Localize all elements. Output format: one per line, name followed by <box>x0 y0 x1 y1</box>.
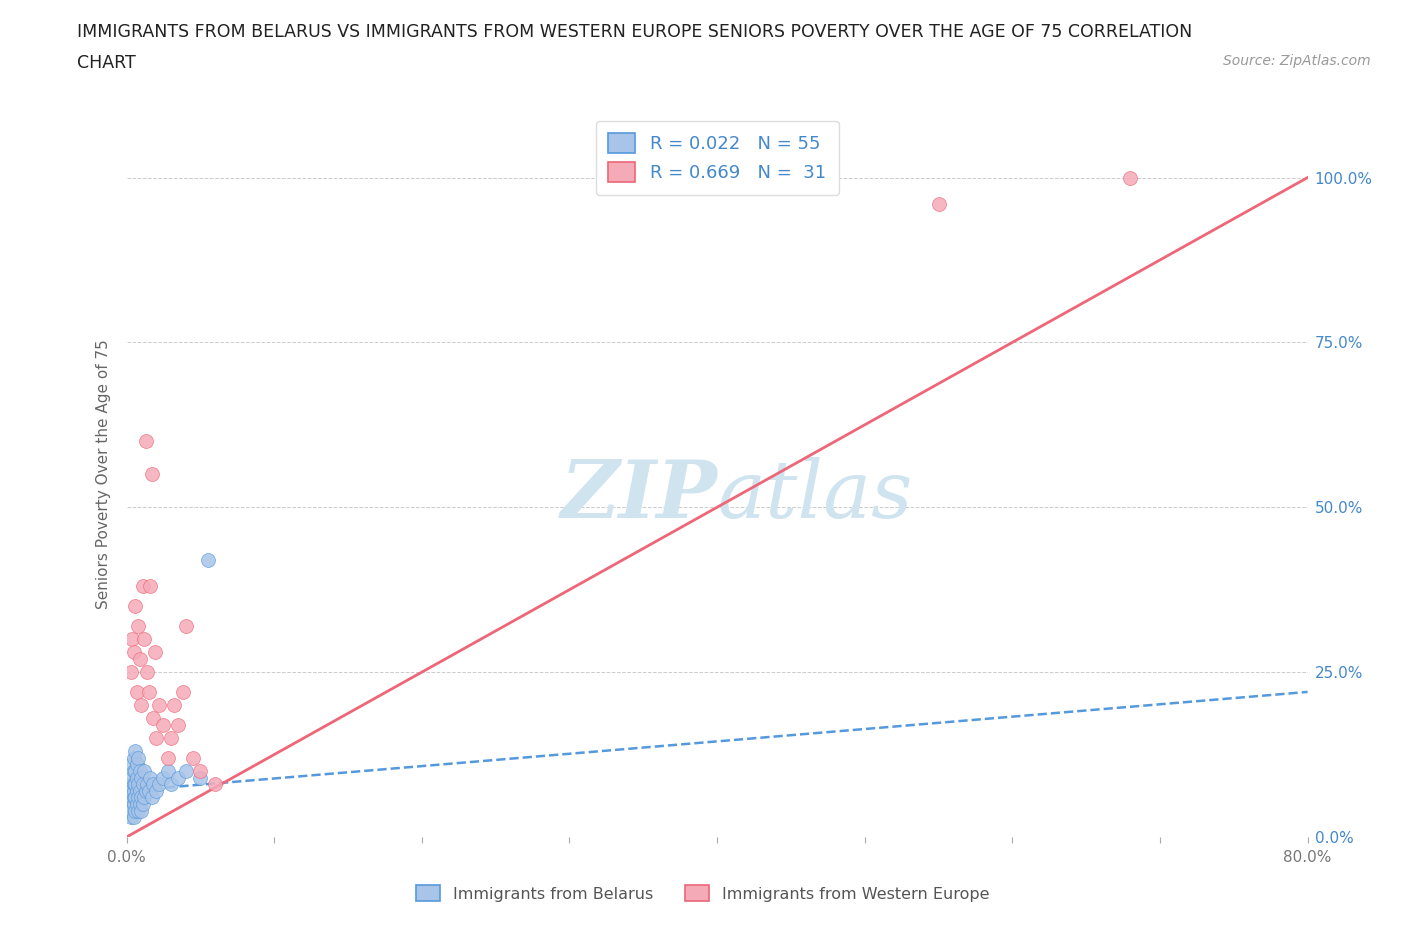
Point <box>141 790 163 804</box>
Point <box>135 434 157 449</box>
Point <box>156 764 179 778</box>
Point <box>124 790 146 804</box>
Point <box>172 684 194 699</box>
Point <box>167 717 190 732</box>
Point <box>143 644 166 659</box>
Point <box>121 631 143 646</box>
Point <box>167 770 190 785</box>
Point <box>142 711 165 725</box>
Point <box>135 783 157 798</box>
Point <box>118 804 141 818</box>
Point <box>124 804 146 818</box>
Point <box>138 783 160 798</box>
Point <box>138 684 160 699</box>
Point <box>160 731 183 746</box>
Point <box>118 790 141 804</box>
Point <box>127 751 149 765</box>
Point <box>139 579 162 594</box>
Point <box>136 777 159 791</box>
Point <box>145 731 167 746</box>
Point <box>125 757 148 772</box>
Point <box>127 804 149 818</box>
Point <box>128 652 150 667</box>
Point <box>120 777 142 791</box>
Point <box>127 618 149 633</box>
Point <box>122 790 145 804</box>
Point <box>124 744 146 759</box>
Point <box>122 764 145 778</box>
Y-axis label: Seniors Poverty Over the Age of 75: Seniors Poverty Over the Age of 75 <box>96 339 111 609</box>
Point <box>129 804 153 818</box>
Point <box>122 797 145 812</box>
Text: IMMIGRANTS FROM BELARUS VS IMMIGRANTS FROM WESTERN EUROPE SENIORS POVERTY OVER T: IMMIGRANTS FROM BELARUS VS IMMIGRANTS FR… <box>77 23 1192 41</box>
Point <box>163 698 186 712</box>
Point <box>129 790 153 804</box>
Point <box>181 751 204 765</box>
Point <box>152 717 174 732</box>
Point <box>128 783 150 798</box>
Point <box>127 790 149 804</box>
Point <box>129 698 153 712</box>
Point <box>121 770 143 785</box>
Text: ZIP: ZIP <box>560 458 717 535</box>
Point <box>160 777 183 791</box>
Point <box>121 790 143 804</box>
Point <box>125 797 148 812</box>
Point <box>197 552 219 567</box>
Point <box>120 797 142 812</box>
Point <box>136 665 159 680</box>
Point <box>125 684 148 699</box>
Point <box>148 698 170 712</box>
Point <box>134 631 156 646</box>
Point <box>142 777 165 791</box>
Point <box>174 764 197 778</box>
Point <box>122 751 145 765</box>
Point <box>125 783 148 798</box>
Text: CHART: CHART <box>77 54 136 72</box>
Point <box>134 790 156 804</box>
Point <box>156 751 179 765</box>
Point <box>125 770 148 785</box>
Point <box>122 810 145 825</box>
Point <box>120 665 142 680</box>
Point <box>122 777 145 791</box>
Point <box>188 770 212 785</box>
Point <box>129 770 153 785</box>
Point <box>128 764 150 778</box>
Point <box>928 196 950 211</box>
Point <box>121 757 143 772</box>
Point <box>124 599 146 614</box>
Text: Source: ZipAtlas.com: Source: ZipAtlas.com <box>1223 54 1371 68</box>
Point <box>188 764 212 778</box>
Point <box>121 783 143 798</box>
Point <box>121 804 143 818</box>
Text: atlas: atlas <box>717 458 912 535</box>
Point <box>139 770 162 785</box>
Point <box>132 777 155 791</box>
Point <box>174 618 197 633</box>
Point <box>122 644 145 659</box>
Point <box>122 783 145 798</box>
Point <box>1119 170 1142 185</box>
Point <box>128 797 150 812</box>
Point <box>134 764 156 778</box>
Point <box>127 777 149 791</box>
Point <box>145 783 167 798</box>
Point <box>148 777 170 791</box>
Point <box>141 467 163 482</box>
Point <box>124 777 146 791</box>
Point <box>132 579 155 594</box>
Point <box>120 810 142 825</box>
Point <box>204 777 226 791</box>
Point <box>132 797 155 812</box>
Legend: Immigrants from Belarus, Immigrants from Western Europe: Immigrants from Belarus, Immigrants from… <box>411 879 995 908</box>
Legend: R = 0.022   N = 55, R = 0.669   N =  31: R = 0.022 N = 55, R = 0.669 N = 31 <box>596 121 838 194</box>
Point <box>152 770 174 785</box>
Point <box>124 764 146 778</box>
